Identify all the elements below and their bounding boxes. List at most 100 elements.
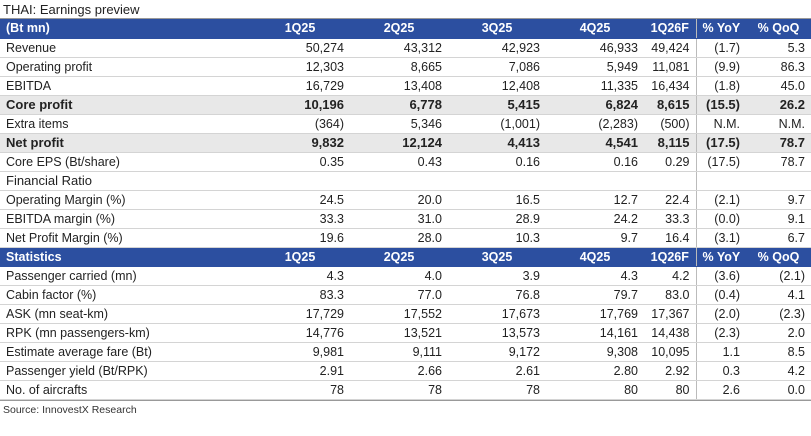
row-label: Cabin factor (%) xyxy=(0,285,250,305)
cell: 5,415 xyxy=(448,95,546,115)
cell: 26.2 xyxy=(746,95,811,115)
cell: 8,615 xyxy=(644,95,696,115)
cell: 77.0 xyxy=(350,285,448,305)
cell: 12.7 xyxy=(546,190,644,210)
cell: 0.16 xyxy=(546,152,644,172)
cell: 2.91 xyxy=(250,361,350,381)
cell: 16,729 xyxy=(250,76,350,96)
column-header: 3Q25 xyxy=(448,19,546,39)
cell: 2.0 xyxy=(746,323,811,343)
cell: 78.7 xyxy=(746,152,811,172)
cell: 8,115 xyxy=(644,133,696,153)
row-label: Passenger carried (mn) xyxy=(0,266,250,286)
cell: 13,521 xyxy=(350,323,448,343)
cell: (1,001) xyxy=(448,114,546,134)
cell: 9,981 xyxy=(250,342,350,362)
cell: 6,824 xyxy=(546,95,644,115)
cell: 17,552 xyxy=(350,304,448,324)
cell: 8,665 xyxy=(350,57,448,77)
row-label: Net Profit Margin (%) xyxy=(0,228,250,248)
column-header: 3Q25 xyxy=(448,247,546,267)
table-body: (Bt mn) 1Q25 2Q25 3Q25 4Q25 1Q26F% YoY% QoQ Re… xyxy=(0,19,811,400)
cell: 4.3 xyxy=(250,266,350,286)
cell: 9.7 xyxy=(546,228,644,248)
cell: 13,408 xyxy=(350,76,448,96)
cell: (17.5) xyxy=(695,133,746,153)
cell: 6.7 xyxy=(746,228,811,248)
cell: 9,308 xyxy=(546,342,644,362)
table-title: THAI: Earnings preview xyxy=(0,0,811,19)
cell: 2.80 xyxy=(546,361,644,381)
section-row: Financial Ratio xyxy=(0,171,811,191)
cell: 0.43 xyxy=(350,152,448,172)
data-row: Core profit 10,196 6,778 5,415 6,824 8,615 (15… xyxy=(0,95,811,115)
cell: 9.7 xyxy=(746,190,811,210)
data-row: Extra items (364) 5,346 (1,001) (2,283) (500)… xyxy=(0,114,811,134)
cell: 10,196 xyxy=(250,95,350,115)
cell: 0.35 xyxy=(250,152,350,172)
cell: 76.8 xyxy=(448,285,546,305)
cell: (2.1) xyxy=(746,266,811,286)
cell: 0.29 xyxy=(644,152,696,172)
data-row: EBITDA 16,729 13,408 12,408 11,335 16,434 (1.8… xyxy=(0,76,811,96)
cell: 5.3 xyxy=(746,38,811,58)
data-row: Core EPS (Bt/share) 0.35 0.43 0.16 0.16 0.29(… xyxy=(0,152,811,172)
cell: 17,673 xyxy=(448,304,546,324)
row-label: Revenue xyxy=(0,38,250,58)
cell: 5,949 xyxy=(546,57,644,77)
cell: 46,933 xyxy=(546,38,644,58)
cell: 9,172 xyxy=(448,342,546,362)
row-label: Net profit xyxy=(0,133,250,153)
row-label: RPK (mn passengers-km) xyxy=(0,323,250,343)
cell: 2.61 xyxy=(448,361,546,381)
cell: 86.3 xyxy=(746,57,811,77)
cell: 8.5 xyxy=(746,342,811,362)
empty-cell xyxy=(746,171,811,191)
cell: 24.5 xyxy=(250,190,350,210)
cell: 16.4 xyxy=(644,228,696,248)
row-label: Operating profit xyxy=(0,57,250,77)
cell: 33.3 xyxy=(250,209,350,229)
cell: 12,124 xyxy=(350,133,448,153)
cell: 5,346 xyxy=(350,114,448,134)
cell: 20.0 xyxy=(350,190,448,210)
cell: (3.1) xyxy=(695,228,746,248)
cell: 80 xyxy=(546,380,644,400)
row-label: Core EPS (Bt/share) xyxy=(0,152,250,172)
cell: 6,778 xyxy=(350,95,448,115)
empty-cell xyxy=(644,171,696,191)
row-label: Extra items xyxy=(0,114,250,134)
column-header: % QoQ xyxy=(746,19,811,39)
cell: (2.3) xyxy=(746,304,811,324)
cell: 9,832 xyxy=(250,133,350,153)
cell: 14,776 xyxy=(250,323,350,343)
data-row: ASK (mn seat-km) 17,729 17,552 17,673 17,769… xyxy=(0,304,811,324)
row-label: Estimate average fare (Bt) xyxy=(0,342,250,362)
cell: 33.3 xyxy=(644,209,696,229)
cell: 50,274 xyxy=(250,38,350,58)
cell: 17,729 xyxy=(250,304,350,324)
column-header: 1Q26F xyxy=(644,247,696,267)
data-row: No. of aircrafts 78 78 78 80 80 2.6 0.0 xyxy=(0,380,811,400)
cell: (2.0) xyxy=(695,304,746,324)
column-header: % YoY xyxy=(695,19,746,39)
cell: 0.3 xyxy=(695,361,746,381)
data-row: Operating profit 12,303 8,665 7,086 5,949 11,… xyxy=(0,57,811,77)
cell: (2.3) xyxy=(695,323,746,343)
row-label: EBITDA margin (%) xyxy=(0,209,250,229)
empty-cell xyxy=(250,171,350,191)
cell: 14,438 xyxy=(644,323,696,343)
cell: 78 xyxy=(448,380,546,400)
column-header: % YoY xyxy=(695,247,746,267)
column-header: 1Q25 xyxy=(250,19,350,39)
cell: (2.1) xyxy=(695,190,746,210)
cell: 19.6 xyxy=(250,228,350,248)
row-label: Passenger yield (Bt/RPK) xyxy=(0,361,250,381)
cell: 17,769 xyxy=(546,304,644,324)
empty-cell xyxy=(546,171,644,191)
cell: 4.0 xyxy=(350,266,448,286)
cell: 4,413 xyxy=(448,133,546,153)
empty-cell xyxy=(448,171,546,191)
cell: (0.0) xyxy=(695,209,746,229)
